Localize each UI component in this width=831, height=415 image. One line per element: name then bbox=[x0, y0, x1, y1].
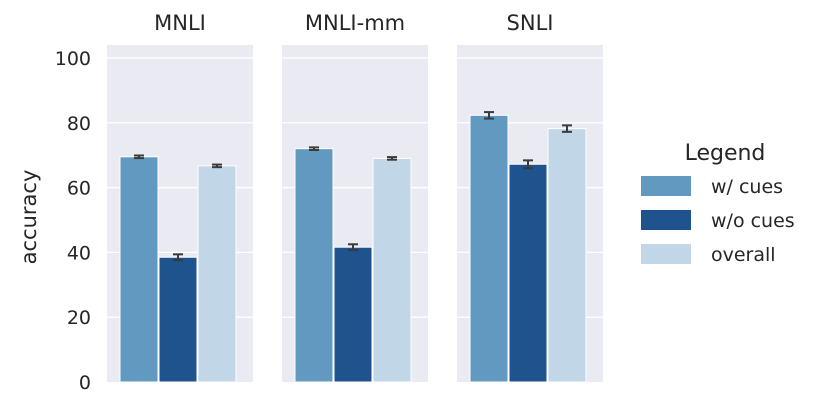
legend-title: Legend bbox=[685, 141, 766, 166]
y-tick-label: 80 bbox=[67, 113, 91, 135]
y-tick-label: 40 bbox=[67, 242, 91, 264]
bar-snli-1 bbox=[508, 163, 548, 383]
y-tick-labels: 0 20 40 60 80 100 bbox=[55, 48, 91, 394]
bar-mnli-2 bbox=[197, 165, 237, 383]
legend-label: w/ cues bbox=[711, 176, 783, 198]
legend-label: w/o cues bbox=[711, 210, 795, 232]
panel-snli: SNLI bbox=[457, 11, 603, 383]
y-tick-label: 60 bbox=[67, 178, 91, 200]
y-tick-label: 0 bbox=[79, 372, 91, 394]
panels-layer: MNLI MNLI-mm SNLI bbox=[107, 11, 603, 383]
legend-label: overall bbox=[711, 244, 776, 266]
legend-swatch bbox=[641, 210, 691, 230]
y-tick-label: 100 bbox=[55, 48, 91, 70]
panel-mnli-mm: MNLI-mm bbox=[282, 11, 428, 383]
y-tick-label: 20 bbox=[67, 307, 91, 329]
bar-mnli-mm-2 bbox=[372, 157, 412, 383]
legend: Legend w/ cues w/o cues overall bbox=[641, 141, 795, 266]
panel-title: MNLI bbox=[154, 11, 206, 35]
bar-mnli-mm-0 bbox=[294, 148, 334, 383]
legend-swatch bbox=[641, 244, 691, 264]
panel-title: MNLI-mm bbox=[305, 11, 405, 35]
bar-snli-2 bbox=[547, 128, 587, 383]
bar-mnli-1 bbox=[158, 256, 198, 383]
bar-snli-0 bbox=[469, 114, 509, 383]
bar-mnli-0 bbox=[119, 156, 159, 383]
panel-mnli: MNLI bbox=[107, 11, 253, 383]
bar-mnli-mm-1 bbox=[333, 246, 373, 383]
panel-title: SNLI bbox=[507, 11, 554, 35]
y-axis-label: accuracy bbox=[17, 170, 41, 265]
legend-swatch bbox=[641, 176, 691, 196]
